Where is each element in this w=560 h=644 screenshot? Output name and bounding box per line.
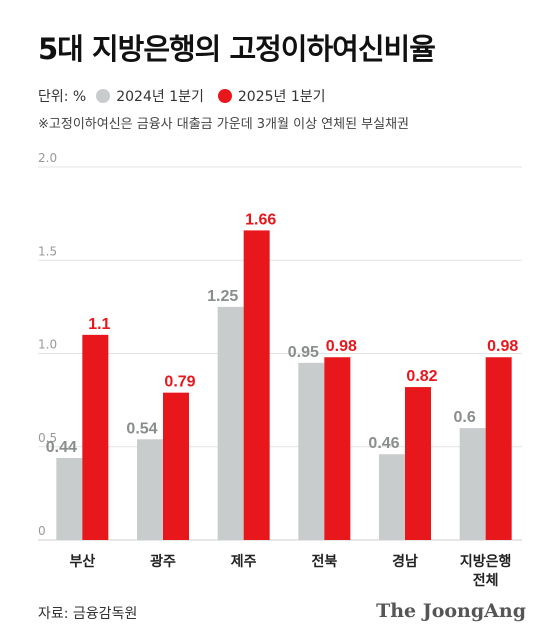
x-category-label: 지방은행 bbox=[460, 553, 512, 570]
bar-2025 bbox=[405, 387, 431, 540]
brand-logo: The JoongAng bbox=[376, 600, 526, 622]
x-category-label: 전북 bbox=[311, 553, 337, 570]
data-label-2025: 1.1 bbox=[88, 316, 110, 333]
source-label: 자료: 금융감독원 bbox=[38, 606, 138, 622]
legend: 단위: % 2024년 1분기 2025년 1분기 bbox=[38, 86, 340, 106]
bar-2024 bbox=[459, 428, 486, 540]
data-label-2024: 0.6 bbox=[454, 409, 476, 426]
legend-dot-2024 bbox=[96, 89, 111, 103]
data-label-2024: 0.44 bbox=[46, 439, 77, 456]
bar-2024 bbox=[217, 306, 244, 540]
x-category-label: 광주 bbox=[150, 553, 176, 570]
x-category-label: 제주 bbox=[231, 554, 257, 570]
unit-label: 단위: % bbox=[38, 89, 87, 105]
footnote: ※고정이하여신은 금융사 대출금 가운데 3개월 이상 연체된 부실채권 bbox=[38, 117, 410, 132]
data-label-2024: 1.25 bbox=[207, 288, 238, 305]
bar-2024 bbox=[379, 454, 405, 540]
x-category-label: 부산 bbox=[69, 553, 95, 570]
bar-2024 bbox=[298, 362, 325, 540]
legend-dot-2025 bbox=[217, 89, 232, 103]
data-label-2024: 0.95 bbox=[288, 344, 319, 361]
y-tick-label: 2.0 bbox=[38, 151, 57, 165]
y-tick-label: 0 bbox=[38, 524, 46, 538]
data-label-2024: 0.54 bbox=[126, 420, 157, 437]
bar-2025 bbox=[485, 357, 512, 540]
chart-title: 5대 지방은행의 고정이하여신비율 bbox=[38, 32, 436, 66]
data-label-2025: 0.98 bbox=[487, 338, 518, 355]
bar-2024 bbox=[56, 457, 83, 540]
bar-2025 bbox=[243, 230, 270, 540]
bar-2024 bbox=[137, 439, 163, 540]
y-tick-label: 1.0 bbox=[38, 338, 57, 352]
data-label-2025: 0.82 bbox=[406, 368, 437, 385]
x-category-label: 경남 bbox=[392, 553, 418, 570]
y-tick-label: 1.5 bbox=[38, 244, 57, 258]
legend-label-2024: 2024년 1분기 bbox=[116, 89, 204, 105]
data-label-2025: 0.98 bbox=[326, 338, 357, 355]
data-label-2025: 1.66 bbox=[245, 211, 276, 228]
bar-2025 bbox=[82, 334, 109, 540]
legend-item-2024: 2024년 1분기 bbox=[96, 86, 204, 106]
x-category-label: 전체 bbox=[473, 572, 499, 589]
bar-2025 bbox=[163, 392, 189, 540]
data-label-2025: 0.79 bbox=[164, 374, 195, 391]
data-label-2024: 0.46 bbox=[368, 435, 399, 452]
legend-item-2025: 2025년 1분기 bbox=[217, 86, 326, 106]
bar-2025 bbox=[324, 357, 351, 540]
y-tick-label: 0.5 bbox=[38, 431, 57, 445]
legend-label-2025: 2025년 1분기 bbox=[237, 89, 326, 105]
